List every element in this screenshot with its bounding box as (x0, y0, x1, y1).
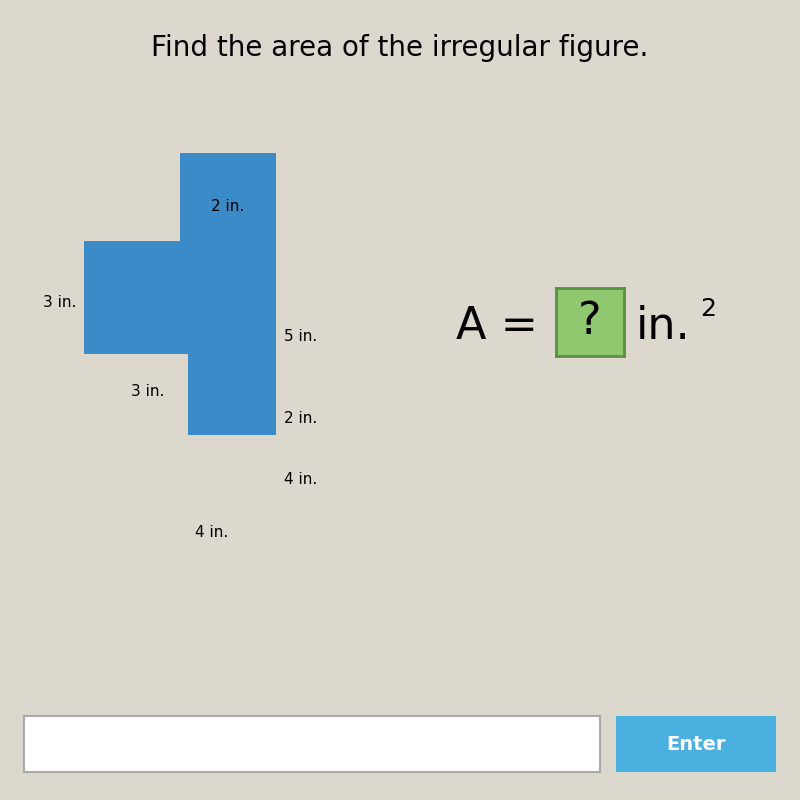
Text: 3 in.: 3 in. (42, 295, 76, 310)
Text: 4 in.: 4 in. (284, 472, 318, 487)
Text: Enter: Enter (666, 734, 726, 754)
Text: 2 in.: 2 in. (284, 410, 318, 426)
FancyBboxPatch shape (24, 716, 600, 772)
Text: 5 in.: 5 in. (284, 329, 318, 344)
Text: 2: 2 (700, 298, 716, 322)
Text: 4 in.: 4 in. (195, 525, 229, 540)
Text: A =: A = (456, 305, 552, 348)
Text: Find the area of the irregular figure.: Find the area of the irregular figure. (151, 34, 649, 62)
Text: in.: in. (636, 305, 690, 348)
Text: 3 in.: 3 in. (131, 384, 165, 399)
FancyBboxPatch shape (616, 716, 776, 772)
Polygon shape (84, 153, 276, 435)
Text: ?: ? (578, 301, 602, 343)
Text: 2 in.: 2 in. (211, 199, 245, 214)
